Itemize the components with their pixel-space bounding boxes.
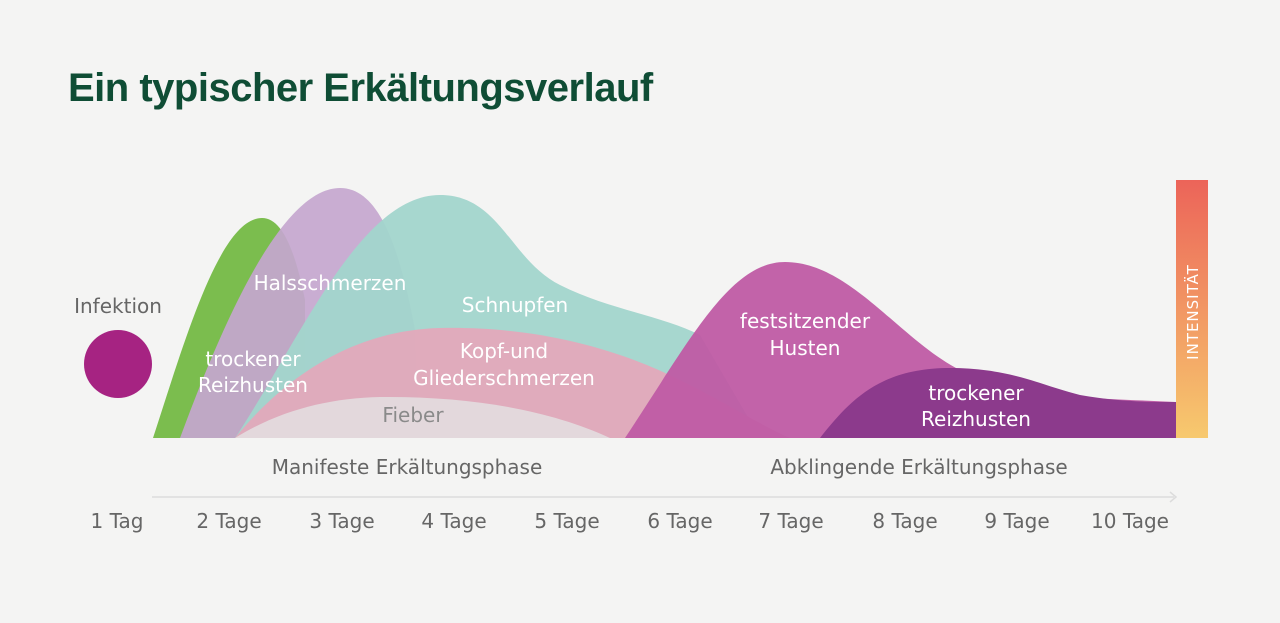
infection-label: Infektion	[74, 294, 162, 318]
area-fieber	[235, 396, 610, 438]
label-kopf-2: Gliederschmerzen	[413, 366, 595, 390]
x-axis-arrow-icon	[1169, 491, 1178, 503]
phase-label-manifest: Manifeste Erkältungsphase	[272, 455, 543, 479]
tick-label: 7 Tage	[758, 509, 823, 533]
label-reizhusten-early-2: Reizhusten	[198, 373, 308, 397]
tick-label: 10 Tage	[1091, 509, 1169, 533]
page-title: Ein typischer Erkältungsverlauf	[68, 66, 653, 110]
label-halsschmerzen: Halsschmerzen	[254, 271, 407, 295]
label-reizhusten-late-1: trockener	[928, 381, 1024, 405]
tick-label: 3 Tage	[309, 509, 374, 533]
tick-label: 9 Tage	[984, 509, 1049, 533]
label-fieber: Fieber	[382, 403, 444, 427]
label-kopf-1: Kopf-und	[460, 339, 548, 363]
tick-label: 6 Tage	[647, 509, 712, 533]
label-festsitzend-2: Husten	[770, 336, 841, 360]
phase-label-abklingend: Abklingende Erkältungsphase	[770, 455, 1067, 479]
label-reizhusten-late-2: Reizhusten	[921, 407, 1031, 431]
label-reizhusten-early-1: trockener	[205, 347, 301, 371]
tick-label: 4 Tage	[421, 509, 486, 533]
infection-dot	[84, 330, 152, 398]
tick-label: 2 Tage	[196, 509, 261, 533]
tick-label: 1 Tag	[91, 509, 144, 533]
tick-label: 8 Tage	[872, 509, 937, 533]
intensity-bar	[1176, 180, 1208, 438]
intensity-label: INTENSITÄT	[1183, 264, 1202, 360]
label-festsitzend-1: festsitzender	[740, 309, 871, 333]
tick-label: 5 Tage	[534, 509, 599, 533]
area-reizhusten-late	[820, 368, 1176, 438]
label-schnupfen: Schnupfen	[462, 293, 568, 317]
